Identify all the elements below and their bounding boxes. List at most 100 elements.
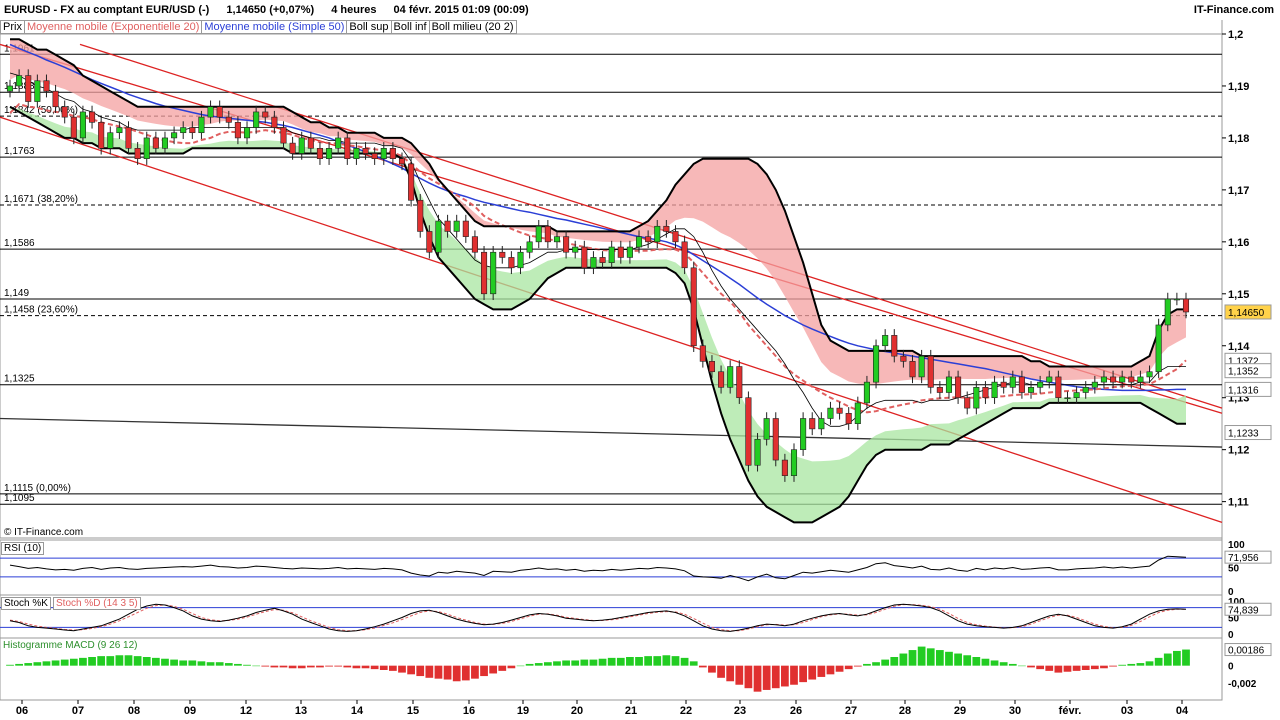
candle [225,116,232,123]
macd-bar [653,656,662,666]
candle [854,402,861,424]
brand-label: IT-Finance.com [1193,4,1274,16]
candle [754,438,761,466]
stoch-value-box [1224,602,1272,616]
rsi-tick-label: 0 [1228,587,1234,598]
candle [936,387,943,393]
macd-bar [1127,663,1136,666]
level-label: 1,1095 [4,493,35,504]
macd-bar [507,665,516,669]
macd-bar [434,665,443,679]
macd-bar [817,665,826,677]
macd-bar [589,659,598,666]
y-tick-label: 1,18 [1228,133,1249,145]
macd-bar [252,665,261,667]
candle [1082,387,1089,393]
candle [198,116,205,134]
candle [34,80,41,102]
price-label-box [1224,363,1272,379]
datetime: 04 févr. 2015 01:09 (00:09) [393,4,529,16]
macd-bar [826,665,835,675]
macd-bar [1145,661,1154,666]
candle [16,75,23,87]
macd-bar [97,656,106,666]
legend-item-boll-middle[interactable]: Boll milieu (20 2) [428,20,517,34]
candle [89,111,96,123]
x-tick-label: 30 [1009,705,1021,717]
x-tick-label: 27 [845,705,857,717]
x-tick-label: 14 [351,705,364,717]
macd-bar [188,660,197,666]
macd-bar [379,665,388,670]
x-tick-label: 07 [72,705,84,717]
macd-bar [370,665,379,670]
macd-bar [234,663,242,666]
macd-bar [926,648,935,666]
candle [116,127,123,134]
macd-bar [543,662,552,666]
macd-bar [580,659,589,666]
macd-tick-label: -0,002 [1228,679,1257,690]
macd-bar [899,653,908,666]
macd-value-label: 0,00186 [1228,646,1265,657]
macd-bar [553,661,561,666]
x-tick-label: 22 [680,705,692,717]
x-tick-label: 04 [1176,705,1189,717]
y-tick-label: 1,15 [1228,289,1249,301]
candle [964,397,971,409]
macd-bar [844,665,853,670]
macd-bar [835,665,844,672]
y-tick-label: 1,14 [1228,341,1250,353]
candle [790,449,798,476]
macd-bar [325,665,333,667]
macd-bar [133,656,142,666]
candle [900,355,907,362]
macd-bar [489,665,498,674]
macd-bar [1036,665,1045,670]
level-label: 1,1842 (50,00%) [4,105,78,116]
macd-bar [744,665,753,689]
x-tick-label: 29 [954,705,966,717]
chart-title: EURUSD - FX au comptant EUR/USD (-) 1,14… [4,4,543,16]
legend-item-ema20[interactable]: Moyenne mobile (Exponentielle 20) [23,20,203,34]
candle [298,137,305,154]
copyright: © IT-Finance.com [4,527,84,538]
candle [672,231,679,243]
rsi-value-label: 71,956 [1228,553,1259,564]
candle [234,122,241,139]
legend-item-boll-lower[interactable]: Boll inf [390,20,430,34]
x-tick-label: 21 [625,705,637,717]
macd-bar [79,657,87,666]
candle [362,148,369,154]
price-label: 1,1316 [1228,385,1259,396]
macd-bar [69,658,78,666]
stoch-tick-label: 50 [1228,614,1240,625]
candle [681,241,688,269]
candle [216,106,223,118]
macd-bar [762,665,771,690]
macd-bar [534,663,543,666]
macd-bar [635,657,643,666]
candle [289,142,296,154]
candle [371,153,378,160]
macd-bar [1118,664,1127,666]
price-label: 1,1372 [1228,356,1259,367]
candle [745,397,752,466]
last-price: 1,14650 (+0,07%) [226,4,315,16]
macd-bar [24,663,33,666]
macd-bar [863,663,871,666]
macd-bar [881,659,890,666]
candle [945,376,953,393]
candle [326,148,333,160]
candle [316,148,323,160]
macd-bar [735,665,744,685]
macd-bar [981,658,990,666]
macd-bar [717,665,725,678]
macd-bar [215,662,224,666]
macd-bar [799,665,807,683]
rsi-tick-label: 50 [1228,564,1240,575]
candle [398,158,406,165]
macd-bar [480,665,488,677]
level-label: 1,1763 [4,146,35,157]
